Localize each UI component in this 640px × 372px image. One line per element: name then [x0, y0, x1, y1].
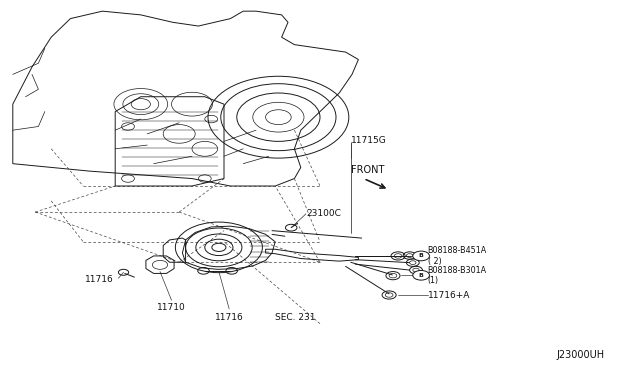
- Text: 11716: 11716: [215, 313, 243, 322]
- Circle shape: [413, 270, 429, 280]
- Text: B: B: [419, 273, 424, 278]
- Text: B08188-B451A
( 2): B08188-B451A ( 2): [428, 246, 487, 266]
- Text: 11716+A: 11716+A: [428, 291, 470, 300]
- Text: J23000UH: J23000UH: [557, 350, 605, 360]
- Circle shape: [413, 251, 429, 261]
- Text: 11710: 11710: [157, 303, 186, 312]
- Text: FRONT: FRONT: [351, 166, 384, 175]
- Text: B08188-B301A
(1): B08188-B301A (1): [428, 266, 486, 285]
- Text: 11716: 11716: [85, 275, 114, 284]
- Text: B: B: [419, 253, 424, 259]
- Text: 23100C: 23100C: [306, 209, 340, 218]
- Text: 11715G: 11715G: [351, 136, 387, 145]
- Text: SEC. 231: SEC. 231: [275, 313, 316, 322]
